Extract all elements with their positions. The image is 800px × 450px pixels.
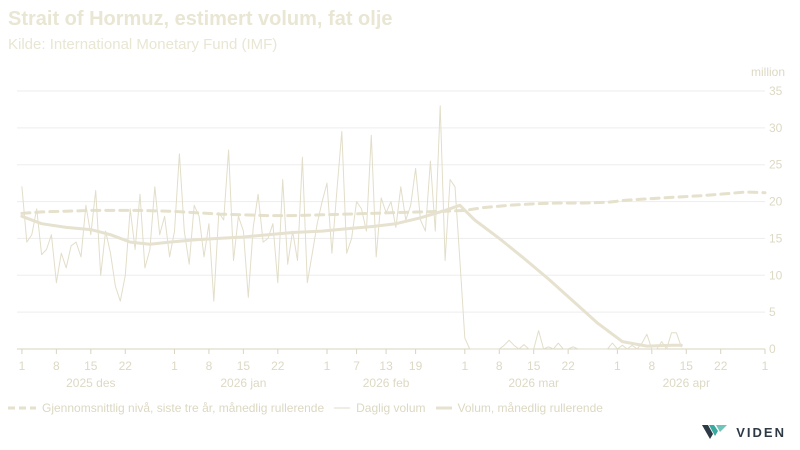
legend-item-daily[interactable]: Daglig volum: [334, 401, 426, 415]
y-tick-label: 10: [769, 268, 783, 282]
y-tick-label: 15: [769, 231, 783, 245]
x-month-label: 2026 feb: [363, 376, 410, 390]
y-axis-label: million: [751, 65, 785, 79]
x-tick-label: 1: [461, 359, 468, 373]
x-tick-label: 15: [84, 359, 98, 373]
y-tick-label: 5: [769, 305, 776, 319]
chart-subtitle: Kilde: International Monetary Fund (IMF): [8, 36, 278, 53]
x-tick-label: 19: [409, 359, 423, 373]
x-tick-label: 15: [680, 359, 694, 373]
x-tick-label: 7: [353, 359, 360, 373]
x-tick-label: 22: [119, 359, 133, 373]
legend-dashed-swatch: [8, 406, 36, 410]
x-tick-label: 22: [714, 359, 728, 373]
y-tick-label: 30: [769, 121, 783, 135]
legend-item-average[interactable]: Gjennomsnittlig nivå, siste tre år, måne…: [8, 401, 324, 415]
x-tick-label: 15: [237, 359, 251, 373]
chart-plot: 0 5 10 15 20 25 30 35 million 1 8 15 22 1 8 15 22 1 7 13 19 1…: [17, 65, 785, 390]
x-tick-label: 8: [206, 359, 213, 373]
x-month-label: 2026 mar: [508, 376, 559, 390]
series-line-3: [20, 203, 683, 348]
legend-label-rolling: Volum, månedlig rullerende: [457, 401, 603, 415]
x-tick-label: 22: [561, 359, 575, 373]
viden-logo-text: VIDEN: [736, 424, 786, 440]
y-tick-label: 0: [769, 342, 776, 356]
x-tick-label: 1: [324, 359, 331, 373]
y-tick-label: 20: [769, 195, 783, 209]
x-tick-label: 1: [762, 359, 769, 373]
x-month-label: 2026 jan: [220, 376, 266, 390]
x-tick-label: 1: [614, 359, 621, 373]
x-tick-label: 13: [379, 359, 393, 373]
series-line-2: [21, 105, 682, 350]
x-tick-label: 8: [496, 359, 503, 373]
x-tick-label: 1: [171, 359, 178, 373]
x-month-label: 2025 des: [66, 376, 115, 390]
legend-thin-swatch: [334, 407, 351, 409]
x-month-label: 2026 apr: [663, 376, 710, 390]
legend-label-average: Gjennomsnittlig nivå, siste tre år, måne…: [42, 401, 325, 415]
y-tick-label: 25: [769, 158, 783, 172]
x-tick-label: 1: [19, 359, 26, 373]
legend-item-rolling[interactable]: Volum, månedlig rullerende: [435, 401, 603, 415]
viden-logo: VIDEN: [700, 422, 786, 442]
y-tick-label: 35: [769, 84, 783, 98]
legend-thick-swatch: [435, 406, 452, 410]
x-tick-label: 22: [271, 359, 285, 373]
x-tick-label: 8: [53, 359, 60, 373]
chart-title: Strait of Hormuz, estimert volum, fat ol…: [8, 8, 393, 30]
x-tick-label: 8: [648, 359, 655, 373]
chart-legend: Gjennomsnittlig nivå, siste tre år, måne…: [8, 401, 603, 415]
x-tick-label: 15: [527, 359, 541, 373]
viden-logo-icon: [702, 425, 728, 439]
legend-label-daily: Daglig volum: [356, 401, 426, 415]
